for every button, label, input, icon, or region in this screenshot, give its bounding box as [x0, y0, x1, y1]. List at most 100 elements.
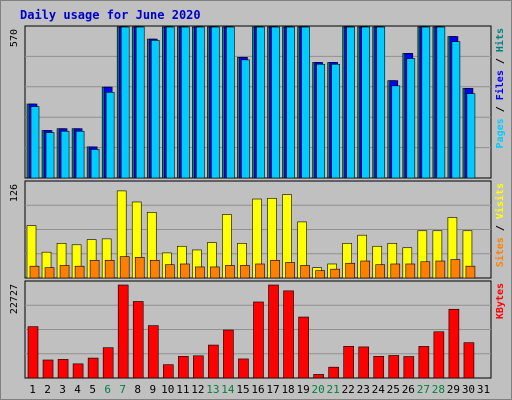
bar-sites — [89, 259, 100, 279]
x-tick-label: 20 — [312, 383, 325, 396]
bar-kbytes — [343, 346, 354, 379]
x-tick-label: 23 — [357, 383, 370, 396]
x-tick-label: 26 — [402, 383, 415, 396]
x-tick-label: 19 — [296, 383, 309, 396]
bar-pages — [376, 26, 386, 179]
x-tick-label: 1 — [29, 383, 36, 396]
bar-pages — [406, 58, 416, 179]
scale-label-middle: 126 — [9, 184, 20, 202]
legend-middle: Sites / Visits — [494, 183, 506, 267]
bar-sites — [405, 263, 416, 279]
bar-kbytes — [313, 374, 324, 379]
bar-kbytes — [102, 347, 114, 379]
bar-pages — [271, 26, 280, 179]
bar-pages — [421, 26, 431, 179]
x-tick-label: 21 — [327, 383, 340, 396]
bar-sites — [119, 256, 130, 279]
bar-kbytes — [132, 301, 144, 379]
bar-kbytes — [268, 284, 279, 379]
x-tick-label: 11 — [176, 383, 189, 396]
bar-kbytes — [147, 325, 159, 379]
legend-entry: KBytes — [495, 283, 506, 319]
bar-pages — [90, 149, 100, 179]
bar-pages — [211, 26, 220, 179]
bar-kbytes — [27, 326, 39, 379]
bar-pages — [331, 63, 340, 179]
bar-pages — [226, 26, 235, 179]
bar-sites — [74, 265, 85, 279]
legend-bottom: KBytes — [495, 283, 506, 319]
bar-kbytes — [448, 308, 460, 379]
bar-kbytes — [403, 356, 415, 379]
bar-pages — [451, 41, 461, 179]
legend-top: Pages / Files / Hits — [494, 28, 506, 148]
bar-sites — [44, 267, 55, 279]
bar-sites — [465, 265, 476, 279]
bar-sites — [375, 264, 386, 279]
x-tick-label: 2 — [44, 383, 51, 396]
bar-pages — [196, 26, 205, 179]
x-tick-label: 16 — [251, 383, 264, 396]
legend-entry: Hits — [494, 28, 506, 52]
x-tick-label: 4 — [74, 383, 81, 396]
x-tick-label: 5 — [89, 383, 96, 396]
bar-kbytes — [418, 346, 430, 379]
scale-label-bottom: 22727 — [9, 284, 20, 314]
x-tick-label: 15 — [236, 383, 249, 396]
x-tick-label: 8 — [134, 383, 141, 396]
bar-sites — [270, 259, 280, 279]
bar-sites — [285, 262, 295, 279]
bar-sites — [195, 266, 205, 279]
bar-pages — [241, 59, 250, 179]
x-tick-label: 14 — [221, 383, 235, 396]
x-tick-label: 17 — [266, 383, 279, 396]
bar-kbytes — [373, 356, 385, 379]
scale-label-top: 570 — [9, 29, 20, 47]
bar-sites — [59, 265, 70, 279]
x-tick-label: 24 — [372, 383, 386, 396]
bar-kbytes — [433, 331, 445, 379]
bar-kbytes — [388, 355, 400, 379]
legend-entry: Sites — [494, 237, 506, 267]
x-tick-label: 29 — [447, 383, 460, 396]
bar-kbytes — [238, 358, 249, 379]
bar-sites — [210, 266, 220, 279]
bar-kbytes — [283, 290, 294, 379]
bar-kbytes — [87, 357, 99, 379]
bar-pages — [75, 130, 85, 179]
bar-sites — [180, 263, 190, 279]
bar-sites — [360, 260, 371, 279]
bar-kbytes — [253, 301, 264, 379]
legend-entry: / — [495, 100, 506, 118]
x-tick-label: 6 — [104, 383, 111, 396]
bar-pages — [150, 40, 160, 179]
bar-pages — [316, 63, 325, 179]
bar-pages — [135, 26, 145, 179]
bar-pages — [361, 26, 371, 179]
x-tick-label: 10 — [161, 383, 174, 396]
bar-kbytes — [57, 359, 69, 379]
x-tick-label: 31 — [477, 383, 490, 396]
bar-kbytes — [358, 346, 370, 379]
bar-sites — [225, 265, 235, 279]
x-tick-label: 7 — [119, 383, 126, 396]
bar-sites — [240, 265, 250, 279]
bar-sites — [315, 270, 325, 279]
x-tick-label: 18 — [281, 383, 294, 396]
bar-sites — [149, 259, 160, 279]
legend-entry: Files — [494, 70, 506, 100]
bar-pages — [436, 26, 446, 179]
bar-sites — [134, 257, 145, 279]
x-tick-label: 3 — [59, 383, 66, 396]
bar-pages — [181, 26, 190, 179]
bar-sites — [345, 262, 355, 279]
x-tick-label: 28 — [432, 383, 445, 396]
bar-sites — [29, 265, 40, 279]
x-tick-label: 9 — [149, 383, 156, 396]
legend-entry: Pages — [495, 118, 506, 148]
bar-pages — [391, 85, 401, 179]
bar-pages — [30, 106, 40, 179]
bar-kbytes — [223, 329, 234, 379]
chart-title: Daily usage for June 2020 — [20, 8, 201, 22]
